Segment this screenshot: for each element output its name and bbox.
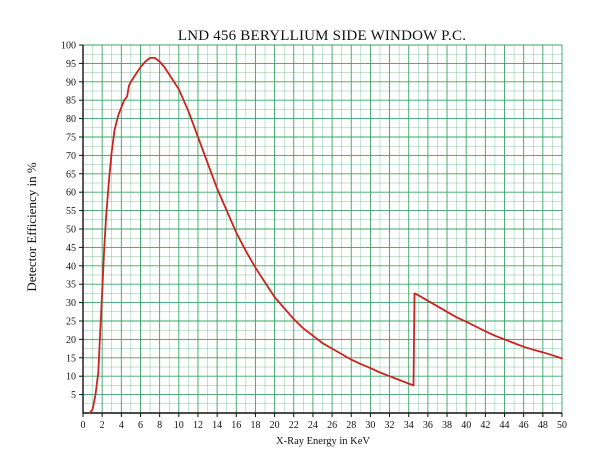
x-tick-label: 32 [385, 420, 395, 431]
y-tick-label: 95 [66, 59, 76, 70]
x-tick-label: 44 [500, 420, 510, 431]
x-tick-label: 16 [231, 420, 241, 431]
x-tick-label: 24 [308, 420, 318, 431]
x-tick-label: 10 [174, 420, 184, 431]
x-tick-label: 22 [289, 420, 299, 431]
y-tick-label: 50 [66, 225, 76, 236]
x-axis-label: X-Ray Energy in KeV [276, 436, 370, 447]
y-tick-label: 65 [66, 169, 76, 180]
y-tick-label: 55 [66, 206, 76, 217]
x-tick-label: 12 [193, 420, 203, 431]
x-tick-label: 6 [138, 420, 143, 431]
y-tick-label: 20 [66, 335, 76, 346]
x-tick-label: 4 [119, 420, 124, 431]
x-tick-label: 14 [212, 420, 222, 431]
y-tick-label: 40 [66, 261, 76, 272]
x-tick-label: 28 [346, 420, 356, 431]
y-tick-label: 35 [66, 280, 76, 291]
x-tick-label: 50 [557, 420, 567, 431]
x-tick-label: 18 [250, 420, 260, 431]
x-tick-label: 48 [538, 420, 548, 431]
y-tick-label: 5 [71, 390, 76, 401]
y-tick-label: 60 [66, 188, 76, 199]
y-tick-label: 75 [66, 133, 76, 144]
x-tick-labels: 0 2 4 6 8 10 12 14 16 18 20 22 24 26 28 30 32 34 36 38 40 42 4… [81, 413, 567, 431]
x-tick-label: 8 [157, 420, 162, 431]
y-axis-label: Detector Efficiency in % [24, 162, 39, 292]
y-tick-label: 80 [66, 114, 76, 125]
y-tick-label: 30 [66, 298, 76, 309]
y-tick-label: 45 [66, 243, 76, 254]
x-tick-label: 46 [519, 420, 529, 431]
y-tick-label: 15 [66, 353, 76, 364]
y-tick-label: 10 [66, 372, 76, 383]
grid [82, 44, 563, 414]
y-tick-label: 70 [66, 151, 76, 162]
y-tick-label: 85 [66, 96, 76, 107]
series [88, 57, 563, 414]
x-tick-label: 2 [100, 420, 105, 431]
x-tick-label: 40 [461, 420, 471, 431]
x-tick-label: 34 [404, 420, 414, 431]
x-tick-label: 42 [480, 420, 490, 431]
y-tick-label: 90 [66, 77, 76, 88]
series-line-0 [88, 57, 563, 414]
x-tick-label: 0 [81, 420, 86, 431]
y-tick-label: 100 [61, 41, 76, 52]
x-tick-label: 38 [442, 420, 452, 431]
y-tick-labels: 5 10 15 20 25 30 35 40 45 50 55 60 65 70 75 80 85 90 95 100 [61, 41, 83, 401]
x-tick-label: 26 [327, 420, 337, 431]
x-tick-label: 30 [365, 420, 375, 431]
y-tick-label: 25 [66, 317, 76, 328]
chart-title: LND 456 BERYLLIUM SIDE WINDOW P.C. [178, 28, 466, 44]
x-tick-label: 36 [423, 420, 433, 431]
x-tick-label: 20 [270, 420, 280, 431]
